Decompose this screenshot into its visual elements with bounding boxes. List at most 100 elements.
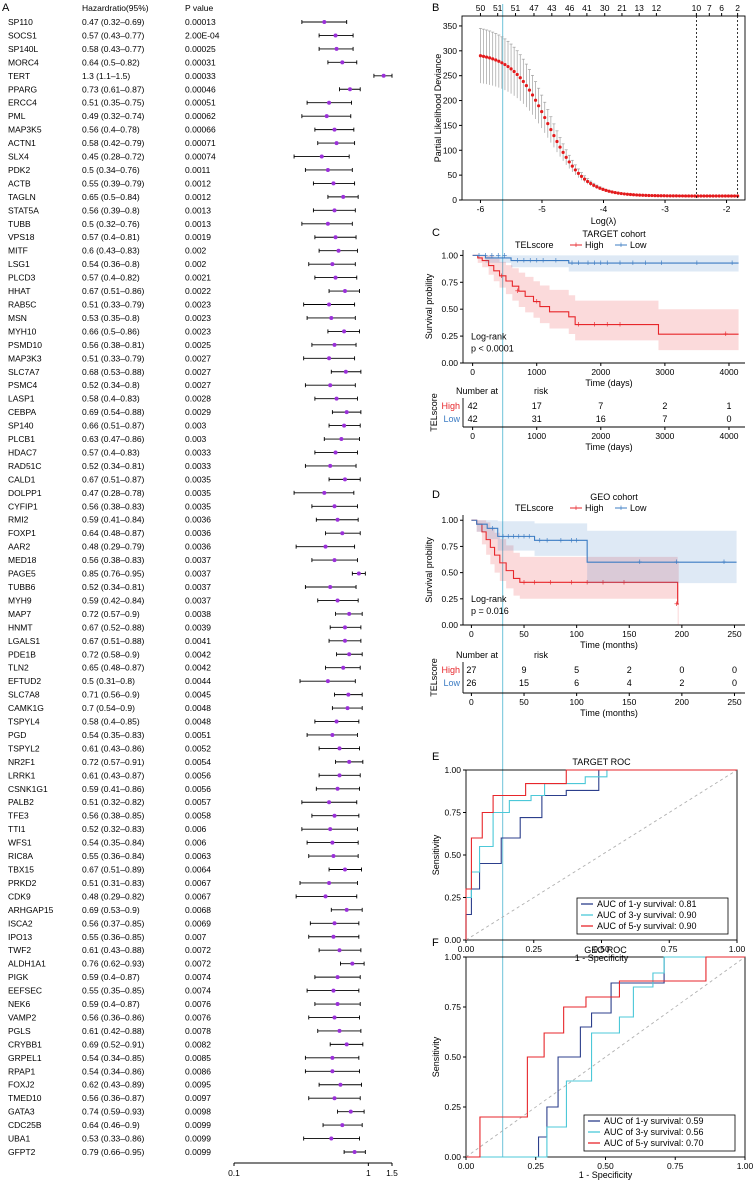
km-censor-mark: +	[721, 557, 726, 567]
roc-legend-label: AUC of 5-y survival: 0.70	[604, 1138, 704, 1148]
lasso-point	[628, 192, 633, 197]
km-title: GEO cohort	[590, 492, 638, 502]
km-censor-mark: +	[527, 531, 532, 541]
forest-p-label: 0.007	[185, 932, 207, 942]
panel-label-c: C	[432, 227, 440, 239]
km-censor-mark: +	[694, 258, 699, 268]
km-censor-mark: +	[534, 256, 539, 266]
forest-gene-label: PDE1B	[8, 649, 36, 659]
lasso-point	[711, 194, 715, 198]
roc-diagonal	[465, 769, 738, 941]
forest-p-label: 0.002	[185, 246, 207, 256]
forest-gene-label: TSPYL2	[8, 743, 40, 753]
forest-p-label: 0.0044	[185, 676, 211, 686]
forest-hr-label: 0.53 (0.33–0.86)	[82, 1134, 145, 1144]
forest-hr-point	[335, 517, 340, 522]
forest-p-label: 0.00046	[185, 84, 216, 94]
forest-hr-point	[356, 571, 361, 576]
forest-p-label: 0.006	[185, 838, 207, 848]
forest-hr-point	[332, 558, 337, 563]
km-censor-mark: +	[585, 258, 590, 268]
forest-hr-point	[352, 1150, 357, 1154]
forest-hr-label: 0.64 (0.5–0.82)	[82, 57, 140, 67]
km-censor-mark: +	[674, 599, 679, 609]
km-censor-mark: +	[489, 250, 494, 260]
forest-hr-label: 0.72 (0.57–0.9)	[82, 609, 140, 619]
km-censor-mark: +	[537, 535, 542, 545]
forest-hr-label: 0.51 (0.35–0.75)	[82, 98, 145, 108]
forest-hr-label: 0.64 (0.48–0.87)	[82, 528, 145, 538]
panel-label-a: A	[2, 2, 10, 14]
forest-p-label: 0.0029	[185, 407, 211, 417]
lasso-top-axis-label: 47	[529, 3, 539, 13]
forest-gene-label: CRYBB1	[8, 1039, 42, 1049]
lasso-point	[573, 168, 577, 172]
forest-p-label: 0.0085	[185, 1053, 211, 1063]
roc-y-tick-label: 1.00	[444, 952, 461, 962]
forest-gene-label: TSPYL4	[8, 717, 40, 727]
km-y-tick-label: 1.00	[441, 250, 458, 260]
forest-p-label: 0.0054	[185, 757, 211, 767]
forest-hr-point	[328, 827, 333, 832]
forest-gene-label: WFS1	[8, 838, 32, 848]
forest-gene-label: TERT	[8, 71, 30, 81]
km-ci-band	[471, 520, 679, 625]
km-censor-mark: +	[490, 523, 495, 533]
km-censor-mark: +	[558, 535, 563, 545]
lasso-top-axis-label: 51	[493, 3, 503, 13]
forest-gene-label: TTI1	[8, 824, 26, 834]
km-survival-curve	[471, 519, 737, 563]
lasso-point	[693, 194, 697, 198]
forest-hr-label: 0.62 (0.43–0.89)	[82, 1080, 145, 1090]
forest-hr-point	[335, 598, 340, 603]
forest-gene-label: MSN	[8, 313, 27, 323]
lasso-point	[570, 164, 574, 168]
risk-row-label: High	[441, 401, 460, 411]
forest-hr-label: 0.52 (0.34–0.81)	[82, 582, 145, 592]
risk-header-left: Number at	[456, 650, 499, 660]
forest-hr-label: 0.57 (0.4–0.81)	[82, 232, 140, 242]
km-x-tick-label: 4000	[720, 367, 739, 377]
lasso-point	[561, 150, 565, 154]
forest-p-label: 0.0048	[185, 717, 211, 727]
km-censor-mark: +	[723, 329, 728, 339]
forest-hr-label: 0.57 (0.43–0.77)	[82, 30, 145, 40]
forest-hr-label: 0.55 (0.39–0.79)	[82, 178, 145, 188]
forest-p-label: 0.0052	[185, 743, 211, 753]
forest-p-label: 0.0098	[185, 1107, 211, 1117]
roc-x-tick-label: 0.50	[597, 1161, 614, 1171]
km-y-label: Survival probility	[424, 537, 434, 603]
forest-hr-label: 0.66 (0.5–0.86)	[82, 326, 140, 336]
forest-gene-label: MORC4	[8, 57, 39, 67]
lasso-point	[484, 55, 489, 59]
lasso-cv-plot: 50 51 51 47 43 46 41 30 21 13 12 10 7 6 2 -6 -5 -4 -3 -2 0 50…	[433, 3, 746, 226]
forest-p-label: 0.0037	[185, 569, 211, 579]
roc-y-tick-label: 0.50	[444, 850, 461, 860]
risk-count: 7	[662, 414, 667, 424]
roc-y-tick-label: 0.50	[444, 1052, 461, 1062]
km-censor-mark: +	[500, 531, 505, 541]
km-legend-title: TELscore	[515, 240, 554, 250]
forest-hr-label: 0.5 (0.31–0.8)	[82, 676, 135, 686]
forest-hr-point	[339, 437, 344, 442]
forest-hr-label: 0.85 (0.76–0.95)	[82, 569, 145, 579]
roc-legend-label: AUC of 5-y survival: 0.90	[597, 921, 697, 931]
lasso-point	[729, 194, 734, 198]
lasso-point	[687, 194, 691, 198]
risk-table-target: Number at risk High 42 17 7 2 1 Low 42 31 16 7 0 0 1000…	[429, 386, 745, 452]
forest-p-label: 0.0099	[185, 1120, 211, 1130]
forest-hr-point	[347, 759, 352, 764]
lasso-point	[622, 192, 626, 196]
roc-legend-label: AUC of 1-y survival: 0.59	[604, 1116, 704, 1126]
forest-hr-point	[344, 907, 349, 912]
forest-gene-label: TUBB	[8, 219, 31, 229]
forest-hr-label: 0.56 (0.36–0.86)	[82, 1012, 145, 1022]
km-y-tick-label: 0.75	[441, 277, 458, 287]
forest-hr-label: 0.48 (0.29–0.79)	[82, 542, 145, 552]
forest-gene-label: PML	[8, 111, 26, 121]
km-censor-mark: +	[515, 286, 520, 296]
roc-x-tick-label: 1.00	[737, 1161, 754, 1171]
forest-p-label: 0.0042	[185, 663, 211, 673]
forest-hr-point	[342, 638, 347, 643]
